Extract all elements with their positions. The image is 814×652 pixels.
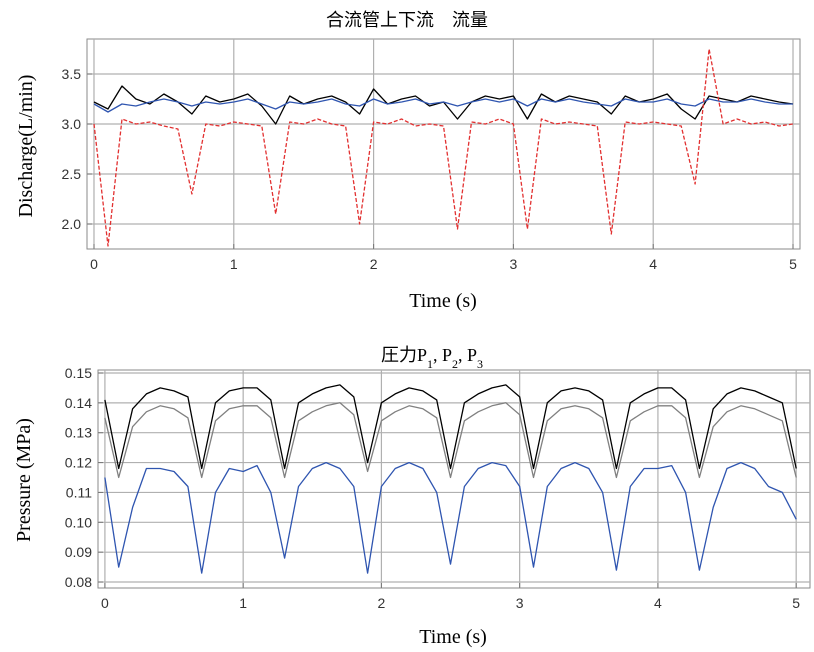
pressure-y-tick-label: 0.08	[65, 574, 92, 590]
pressure-x-tick-label: 0	[101, 595, 109, 611]
pressure-series-p2-line	[104, 402, 797, 479]
discharge-y-tick-label: 3.0	[62, 116, 82, 132]
discharge-y-tick-label: 2.5	[62, 166, 82, 182]
discharge-series-red-dashed-line	[93, 48, 794, 247]
pressure-series-p3-line	[104, 461, 797, 574]
discharge-x-tick-label: 3	[510, 256, 518, 272]
pressure-y-tick-label: 0.12	[65, 455, 92, 471]
discharge-series-layer	[93, 48, 794, 247]
pressure-y-ticks: 0.08 0.09 0.10 0.11 0.12 0.13 0.14 0.15	[65, 365, 103, 590]
pressure-y-tick-label: 0.14	[65, 395, 92, 411]
discharge-grid	[87, 39, 800, 249]
discharge-x-ticks: 0 1 2 3 4 5	[90, 244, 797, 272]
discharge-x-tick-label: 4	[649, 256, 657, 272]
discharge-x-axis-label: Time (s)	[409, 290, 477, 312]
pressure-x-tick-label: 4	[654, 595, 662, 611]
discharge-x-tick-label: 2	[370, 256, 378, 272]
discharge-y-ticks: 2.0 2.5 3.0 3.5	[62, 66, 92, 232]
discharge-x-tick-label: 1	[230, 256, 238, 272]
discharge-chart: 0 1 2 3 4 5 2.0 2.5 3.0 3.5 合流管上下流 流量 Time (s) D…	[15, 10, 801, 312]
pressure-y-tick-label: 0.15	[65, 365, 92, 381]
pressure-y-tick-label: 0.09	[65, 544, 92, 560]
discharge-plot-frame	[86, 38, 801, 250]
pressure-series-layer	[104, 384, 797, 574]
discharge-y-tick-label: 3.5	[62, 66, 82, 82]
pressure-x-tick-label: 2	[378, 595, 386, 611]
discharge-series-blue-solid-line	[93, 98, 793, 113]
pressure-x-axis-label: Time (s)	[419, 626, 487, 648]
discharge-x-tick-label: 0	[90, 256, 98, 272]
pressure-x-tick-label: 3	[516, 595, 524, 611]
pressure-plot-frame	[97, 369, 811, 589]
discharge-chart-title: 合流管上下流 流量	[326, 10, 488, 30]
pressure-y-axis-label: Pressure (MPa)	[13, 418, 35, 542]
discharge-x-tick-label: 5	[789, 256, 797, 272]
pressure-y-tick-label: 0.11	[66, 484, 92, 500]
pressure-chart-title: 圧力P1, P2, P3	[381, 345, 483, 371]
pressure-x-ticks: 0 1 2 3 4 5	[101, 583, 800, 611]
pressure-x-tick-label: 1	[239, 595, 247, 611]
pressure-x-tick-label: 5	[792, 595, 800, 611]
pressure-series-p1-line	[104, 384, 797, 470]
pressure-y-tick-label: 0.10	[65, 514, 92, 530]
discharge-y-tick-label: 2.0	[62, 216, 82, 232]
pressure-y-tick-label: 0.13	[65, 425, 92, 441]
discharge-y-axis-label: Discharge(L/min)	[15, 75, 37, 218]
